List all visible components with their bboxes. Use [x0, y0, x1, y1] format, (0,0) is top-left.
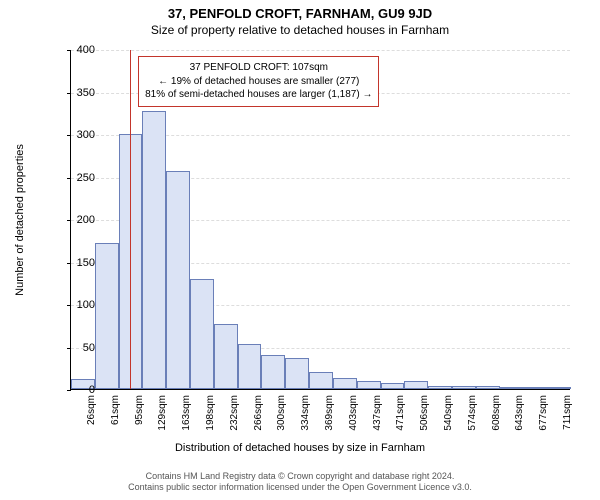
marker-line [130, 50, 131, 389]
x-tick-label: 403sqm [348, 395, 359, 431]
grid-line [71, 50, 570, 51]
histogram-bar [333, 378, 357, 389]
x-tick-label: 163sqm [181, 395, 192, 431]
histogram-bar [190, 279, 214, 390]
x-tick-label: 129sqm [157, 395, 168, 431]
histogram-bar [452, 386, 476, 389]
y-tick-label: 300 [55, 129, 95, 141]
x-tick-label: 540sqm [443, 395, 454, 431]
title-main: 37, PENFOLD CROFT, FARNHAM, GU9 9JD [0, 0, 600, 21]
histogram-bar [142, 111, 166, 389]
histogram-bar [166, 171, 190, 389]
x-tick-label: 643sqm [514, 395, 525, 431]
callout-line: 37 PENFOLD CROFT: 107sqm [145, 61, 372, 75]
x-axis-label: Distribution of detached houses by size … [0, 442, 600, 454]
x-tick-label: 61sqm [110, 395, 121, 425]
histogram-bar [523, 387, 547, 389]
histogram-bar [357, 381, 381, 390]
histogram-bar [238, 344, 262, 389]
plot-region: 26sqm61sqm95sqm129sqm163sqm198sqm232sqm2… [70, 50, 570, 390]
histogram-bar [381, 383, 405, 389]
x-tick-label: 266sqm [253, 395, 264, 431]
histogram-bar [547, 387, 571, 389]
y-tick-label: 150 [55, 257, 95, 269]
histogram-bar [309, 372, 333, 389]
y-tick-label: 0 [55, 384, 95, 396]
x-tick-label: 95sqm [134, 395, 145, 425]
x-tick-label: 26sqm [86, 395, 97, 425]
callout-line: ← 19% of detached houses are smaller (27… [145, 75, 372, 89]
histogram-bar [428, 386, 452, 389]
x-tick-label: 506sqm [419, 395, 430, 431]
x-tick-label: 677sqm [538, 395, 549, 431]
histogram-bar [476, 386, 500, 389]
histogram-bar [261, 355, 285, 389]
callout-line: 81% of semi-detached houses are larger (… [145, 88, 372, 102]
footer-line1: Contains HM Land Registry data © Crown c… [0, 471, 600, 483]
title-sub: Size of property relative to detached ho… [0, 21, 600, 37]
y-tick-label: 50 [55, 342, 95, 354]
histogram-bar [404, 381, 428, 390]
x-tick-label: 608sqm [491, 395, 502, 431]
x-tick-label: 437sqm [372, 395, 383, 431]
y-tick-label: 400 [55, 44, 95, 56]
x-tick-label: 232sqm [229, 395, 240, 431]
x-tick-label: 300sqm [276, 395, 287, 431]
histogram-bar [500, 387, 524, 389]
x-tick-label: 369sqm [324, 395, 335, 431]
y-tick-label: 100 [55, 299, 95, 311]
marker-callout: 37 PENFOLD CROFT: 107sqm← 19% of detache… [138, 56, 379, 107]
x-tick-label: 574sqm [467, 395, 478, 431]
histogram-bar [285, 358, 309, 389]
x-tick-label: 471sqm [395, 395, 406, 431]
y-tick-label: 250 [55, 172, 95, 184]
x-tick-label: 334sqm [300, 395, 311, 431]
histogram-bar [95, 243, 119, 389]
chart-area: 26sqm61sqm95sqm129sqm163sqm198sqm232sqm2… [70, 50, 570, 390]
y-tick-label: 350 [55, 87, 95, 99]
x-tick-label: 198sqm [205, 395, 216, 431]
x-tick-label: 711sqm [562, 395, 573, 430]
histogram-bar [214, 324, 238, 389]
footer-line2: Contains public sector information licen… [0, 482, 600, 494]
footer-attribution: Contains HM Land Registry data © Crown c… [0, 471, 600, 494]
y-tick-label: 200 [55, 214, 95, 226]
y-axis-label: Number of detached properties [14, 144, 26, 296]
